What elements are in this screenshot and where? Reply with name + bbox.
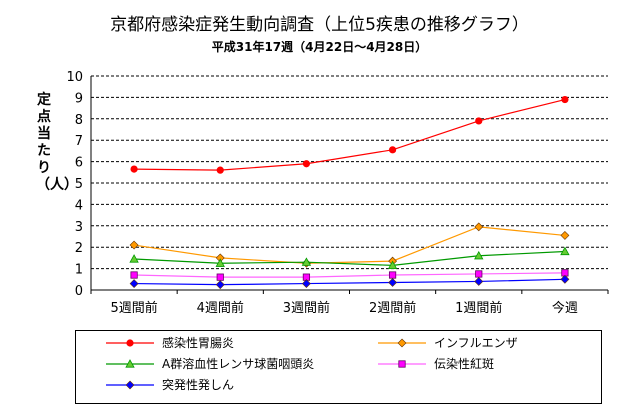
data-point (215, 280, 225, 290)
legend-label: 突発性発しん (162, 378, 235, 392)
data-point (215, 258, 225, 267)
data-point (130, 271, 138, 279)
y-tick-label: 1 (75, 263, 83, 278)
data-point (129, 279, 139, 289)
data-point (129, 254, 139, 263)
legend: 感染性胃腸炎 インフルエンザ A群溶血性レンサ球菌咽頭炎 伝染性紅斑突発性発しん (75, 330, 602, 404)
series-line (133, 226, 565, 264)
legend-swatch (106, 339, 154, 347)
legend-label: 伝染性紅斑 (434, 357, 495, 371)
series-line (134, 272, 565, 278)
legend-marker (125, 359, 135, 368)
data-point (216, 166, 224, 174)
y-tick-label: 0 (75, 284, 83, 299)
series-line (134, 278, 565, 286)
legend-swatch (106, 359, 154, 368)
x-tick-label: 1週間前 (455, 300, 502, 316)
data-point (388, 278, 398, 287)
data-point (475, 270, 483, 278)
data-point (130, 165, 138, 173)
y-tick-label: 9 (75, 91, 83, 106)
data-point (302, 160, 311, 168)
y-tick-label: 4 (75, 198, 83, 213)
legend-marker (125, 380, 135, 390)
data-point (216, 273, 224, 281)
data-point (301, 257, 312, 266)
data-point (301, 279, 311, 289)
data-point (388, 146, 397, 154)
x-tick-label: 2週間前 (369, 300, 416, 316)
y-tick-label: 6 (75, 156, 83, 171)
data-point (475, 117, 483, 125)
data-point (560, 231, 570, 240)
x-tick-label: 今週 (552, 300, 578, 316)
data-point (387, 260, 398, 269)
y-tick-label: 3 (75, 220, 83, 235)
data-point (561, 95, 569, 104)
chart-title: 京都府感染症発生動向調査（上位5疾患の推移グラフ） (110, 15, 529, 35)
legend-swatch (378, 360, 426, 368)
data-point (388, 271, 397, 279)
y-tick-label: 2 (75, 241, 83, 256)
data-point (474, 222, 484, 232)
legend-swatch (106, 380, 154, 390)
legend-swatch (378, 338, 426, 348)
legend-label: インフルエンザ (434, 336, 518, 350)
series-line (134, 250, 565, 266)
chart-subtitle: 平成31年17週（4月22日～4月28日） (211, 40, 428, 54)
data-point (129, 240, 139, 250)
x-tick-label: 3週間前 (283, 300, 330, 316)
x-tick-label: 4週間前 (197, 300, 244, 316)
x-tick-label: 5週間前 (110, 300, 157, 316)
y-tick-label: 5 (75, 177, 83, 192)
legend-label: A群溶血性レンサ球菌咽頭炎 (162, 357, 315, 371)
y-tick-label: 8 (75, 113, 83, 128)
legend-marker (397, 338, 407, 348)
legend-marker (126, 339, 134, 347)
data-point (474, 250, 484, 260)
legend-marker (398, 360, 406, 368)
legend-label: 感染性胃腸炎 (162, 336, 235, 350)
y-tick-label: 10 (66, 70, 83, 85)
y-tick-label: 7 (75, 134, 83, 149)
data-point (560, 274, 570, 284)
data-point (560, 246, 570, 256)
data-point (474, 277, 484, 286)
series-line (134, 98, 566, 171)
